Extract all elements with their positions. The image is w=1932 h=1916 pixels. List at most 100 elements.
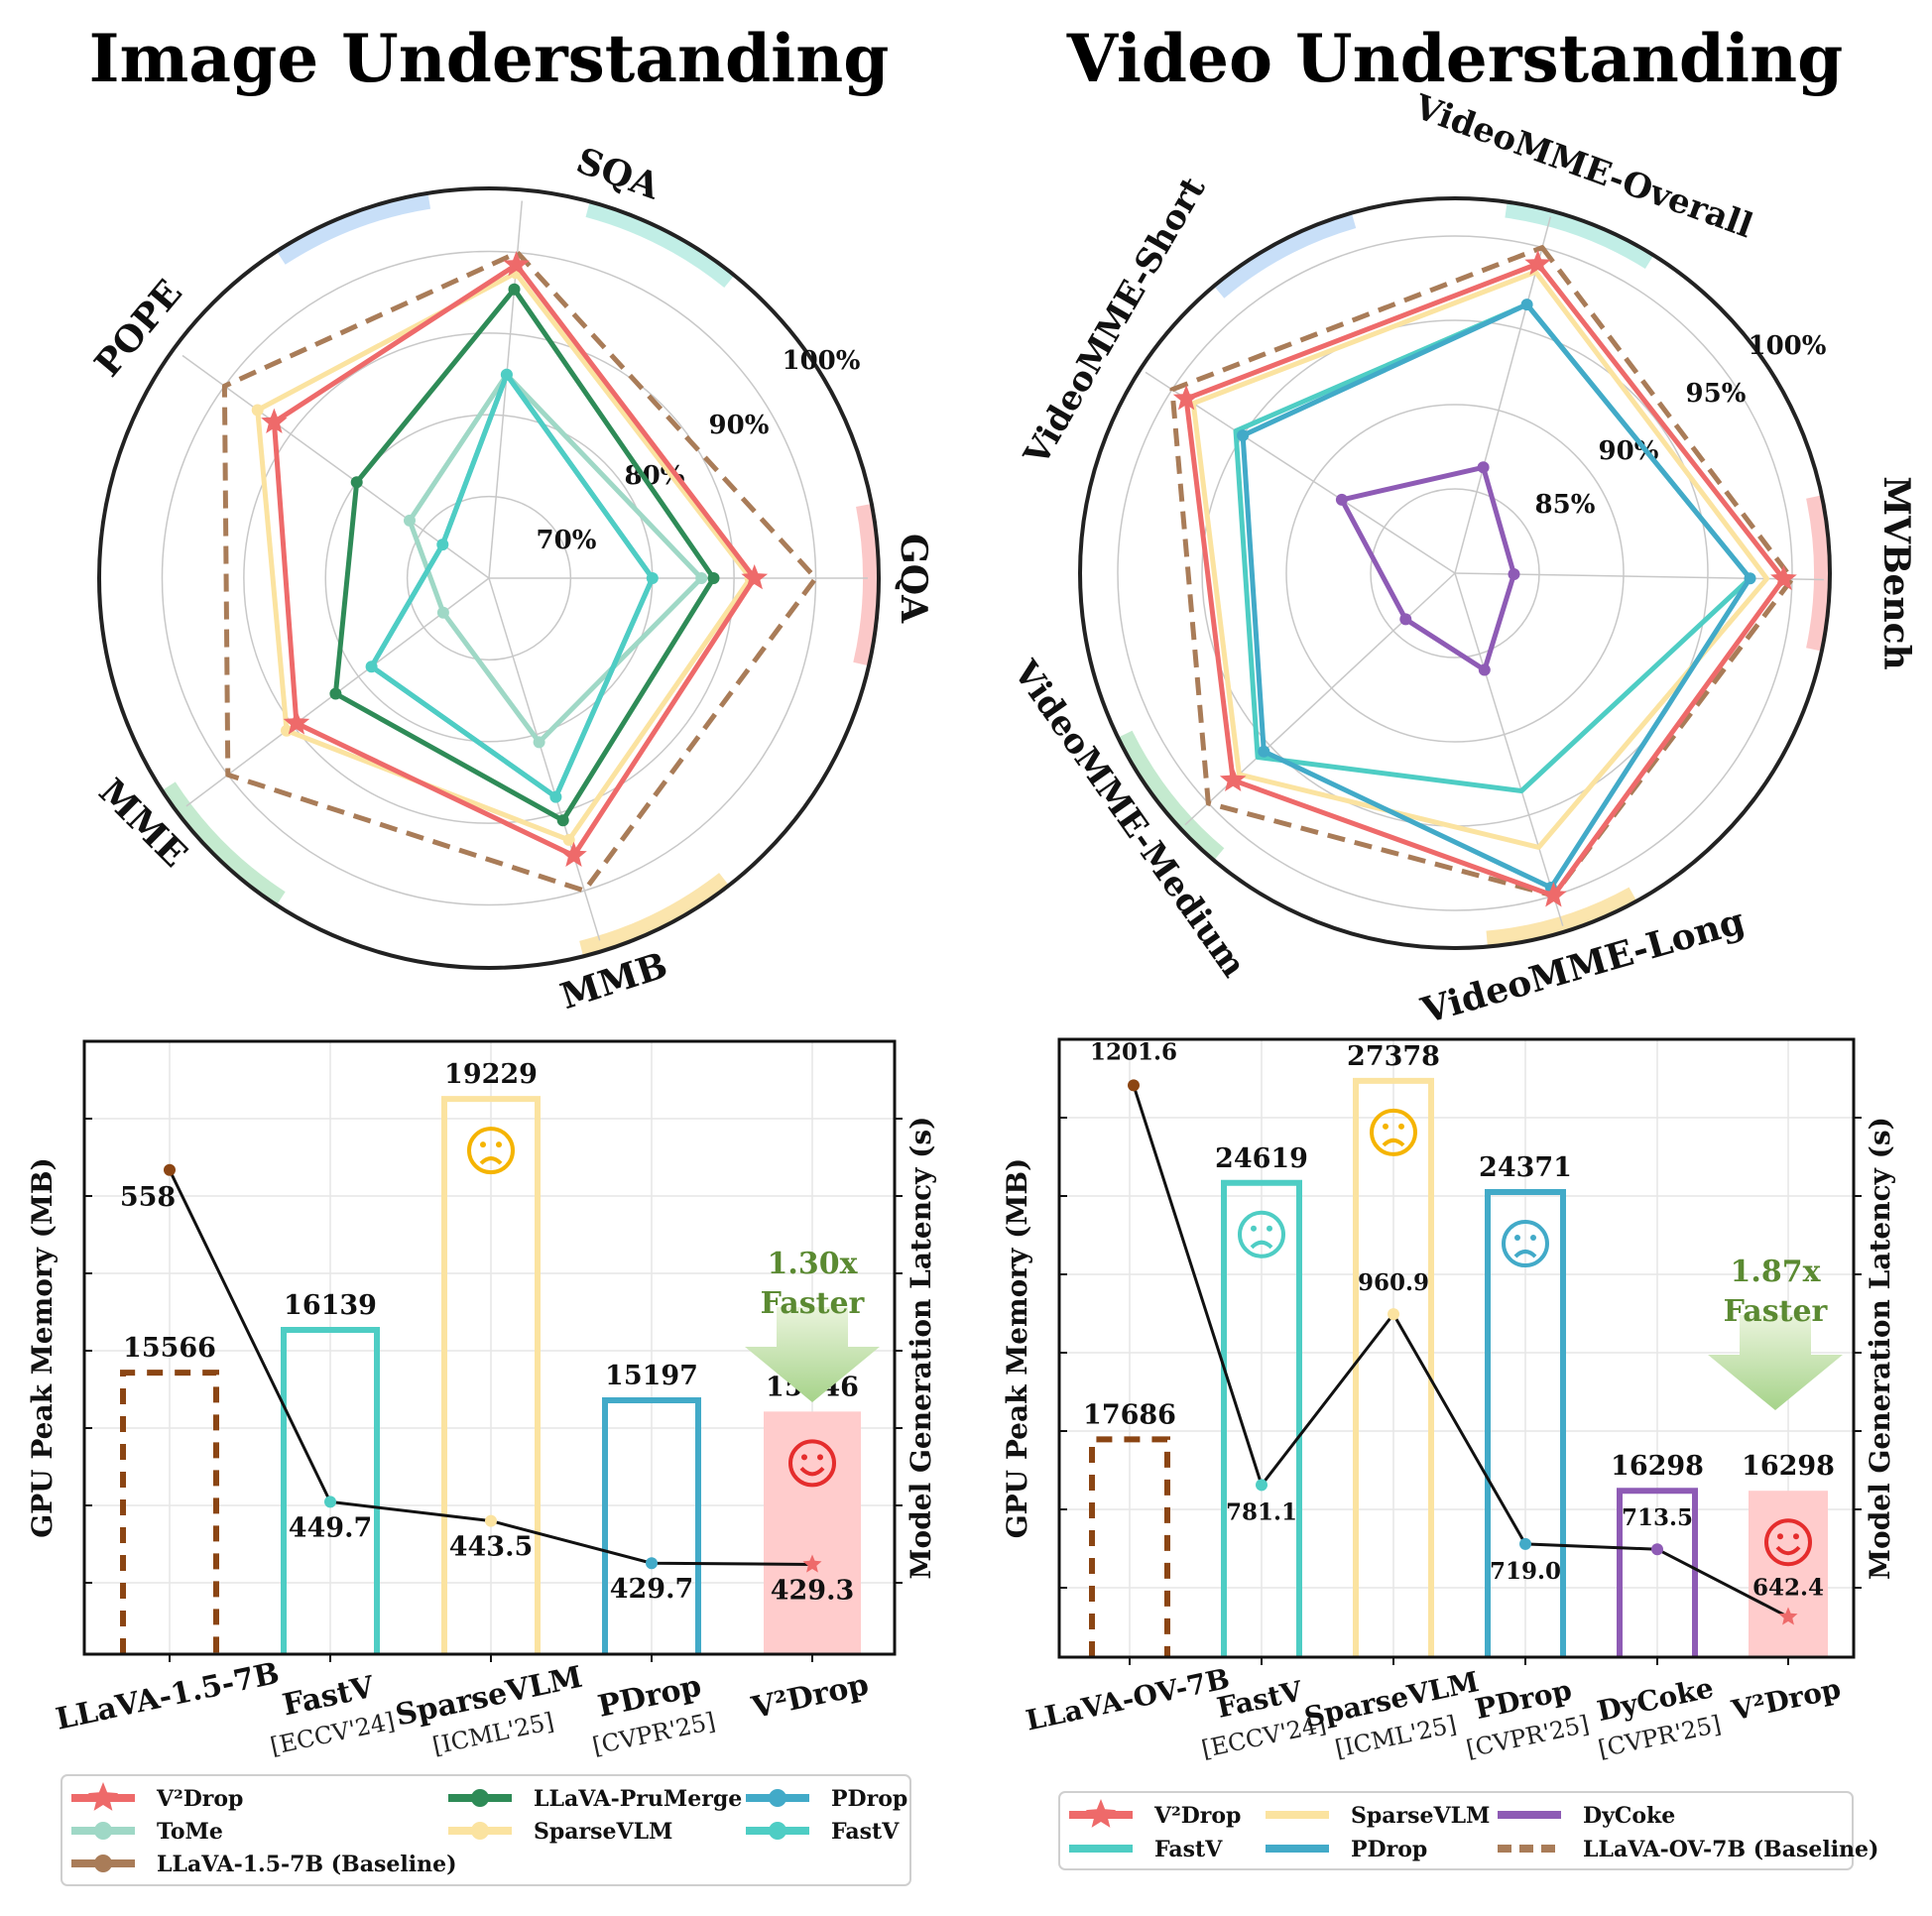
faster-arrow-icon xyxy=(745,1307,880,1402)
radar-series-llava-1-5-7b-baseline xyxy=(221,250,818,894)
radar-axis-label-mmb: MMB xyxy=(555,944,672,1018)
face-icon-mouth xyxy=(799,1466,825,1477)
face-icon-eye-left xyxy=(1251,1225,1257,1232)
radar-point-v-drop xyxy=(741,564,769,590)
bar-plot-frame xyxy=(1057,1037,1856,1659)
radar-spoke-4 xyxy=(1145,371,1456,574)
radar-ring-label: 90% xyxy=(1599,436,1659,466)
radar-point-dycoke xyxy=(1335,493,1348,506)
legend-marker-llava-1-5-7b-baseline xyxy=(94,1855,112,1872)
radar-series-tome xyxy=(407,372,704,745)
image-understanding-title: Image Understanding xyxy=(89,20,890,97)
latency-point xyxy=(324,1496,336,1508)
latency-point xyxy=(1651,1543,1663,1556)
face-icon-eye-right xyxy=(1398,1123,1404,1130)
face-icon xyxy=(467,1127,515,1175)
radar-point-v-drop xyxy=(560,841,587,867)
radar-point-v-drop xyxy=(1770,564,1797,591)
face-icon-face xyxy=(1502,1220,1549,1268)
radar-series-v-drop xyxy=(1183,261,1786,898)
speedup-value: 1.87x xyxy=(1731,1255,1822,1289)
radar-ring-label: 95% xyxy=(1686,379,1747,409)
radar-point-fastv xyxy=(549,790,562,803)
latency-point xyxy=(1128,1079,1140,1092)
memory-bar-sparsevlm xyxy=(441,1096,541,1654)
face-icon xyxy=(1764,1518,1812,1567)
radar-series-fastv xyxy=(1233,301,1752,793)
speedup-value: 1.30x xyxy=(768,1247,859,1281)
radar-point-tome xyxy=(695,572,708,584)
face-icon-eye-left xyxy=(480,1141,486,1148)
face-icon-face xyxy=(1764,1518,1812,1567)
face-icon xyxy=(1370,1108,1417,1156)
latency-point xyxy=(1388,1308,1399,1321)
radar-point-llava-prumerge xyxy=(508,283,521,296)
radar-series-v-drop xyxy=(271,262,758,859)
memory-bar-pdrop xyxy=(1485,1189,1566,1657)
face-icon-eye-left xyxy=(1514,1235,1520,1242)
radar-gridline-0 xyxy=(1370,488,1540,659)
memory-bar-fastv xyxy=(281,1326,380,1654)
face-icon-face xyxy=(788,1439,836,1488)
radar-spoke-0 xyxy=(1454,216,1552,574)
latency-value-label: 781.1 xyxy=(1226,1498,1297,1525)
radar-point-llava-prumerge xyxy=(350,476,363,489)
latency-value-label: 719.0 xyxy=(1490,1558,1561,1585)
face-icon-eye-right xyxy=(817,1454,823,1461)
radar-point-v-drop xyxy=(283,709,310,735)
y-axis-label-right: Model Generation Latency (s) xyxy=(1864,1117,1896,1580)
latency-point xyxy=(1778,1607,1798,1625)
radar-axis-arc-4 xyxy=(162,781,286,905)
legend-marker-v-drop xyxy=(1085,1799,1117,1828)
radar-series-sparsevlm xyxy=(255,270,754,843)
radar-point-v-drop xyxy=(261,408,288,433)
legend-label-llava-1-5-7b-baseline: LLaVA-1.5-7B (Baseline) xyxy=(157,1852,456,1877)
face-icon-eye-right xyxy=(496,1141,502,1148)
legend-marker-tome xyxy=(94,1822,112,1840)
category-label-llava-ov-7b: LLaVA-OV-7B xyxy=(1023,1662,1232,1737)
latency-point xyxy=(1256,1479,1268,1492)
radar-axis-arc-4 xyxy=(1118,730,1225,861)
speedup-text: Faster xyxy=(761,1286,866,1321)
memory-value-label: 16139 xyxy=(284,1290,377,1321)
face-icon-mouth xyxy=(479,1156,503,1165)
legend-label-pdrop: PDrop xyxy=(831,1786,907,1812)
radar-axis-arc-2 xyxy=(853,503,879,666)
radar-axis-arc-1 xyxy=(1505,201,1654,269)
radar-point-v-drop xyxy=(1524,250,1551,276)
radar-axis-label-videomme-short: VideoMME-Short xyxy=(1016,171,1213,473)
latency-line xyxy=(1132,1084,1789,1618)
radar-point-llava-prumerge xyxy=(329,687,342,700)
radar-point-pdrop xyxy=(1520,299,1533,311)
radar-ring-label: 85% xyxy=(1535,490,1596,520)
legend-label-llava-ov-7b-baseline: LLaVA-OV-7B (Baseline) xyxy=(1583,1837,1878,1862)
radar-series-pdrop xyxy=(1240,301,1752,891)
category-label-v-drop: V²Drop xyxy=(1728,1672,1844,1728)
latency-value-label: 960.9 xyxy=(1358,1269,1429,1296)
radar-point-v-drop xyxy=(1219,766,1247,791)
latency-value-label: 713.5 xyxy=(1622,1504,1693,1531)
face-icon xyxy=(788,1439,836,1488)
memory-value-label: 16298 xyxy=(1742,1451,1835,1482)
latency-value-label: 449.7 xyxy=(289,1512,373,1543)
radar-point-sparsevlm xyxy=(251,404,264,417)
radar-axis-arc-1 xyxy=(585,201,735,289)
radar-gridline-1 xyxy=(1285,404,1625,743)
face-icon-face xyxy=(467,1127,515,1175)
radar-point-tome xyxy=(404,514,416,527)
radar-ring-label: 100% xyxy=(1749,331,1827,361)
face-icon-eye-left xyxy=(1383,1123,1389,1130)
memory-bar-fastv xyxy=(1221,1179,1302,1657)
latency-point xyxy=(164,1163,176,1176)
radar-point-llava-prumerge xyxy=(707,572,720,584)
legend-label-sparsevlm: SparseVLM xyxy=(534,1819,672,1845)
legend-marker-llava-prumerge xyxy=(471,1789,489,1807)
latency-point xyxy=(485,1514,497,1527)
memory-value-label: 17686 xyxy=(1083,1399,1176,1430)
radar-axis-arc-2 xyxy=(1806,495,1830,652)
face-icon xyxy=(1238,1210,1285,1258)
radar-point-dycoke xyxy=(1477,461,1490,474)
radar-outer-ring xyxy=(97,186,881,970)
legend-label-pdrop: PDrop xyxy=(1351,1837,1427,1862)
faster-arrow-icon xyxy=(1708,1315,1843,1410)
